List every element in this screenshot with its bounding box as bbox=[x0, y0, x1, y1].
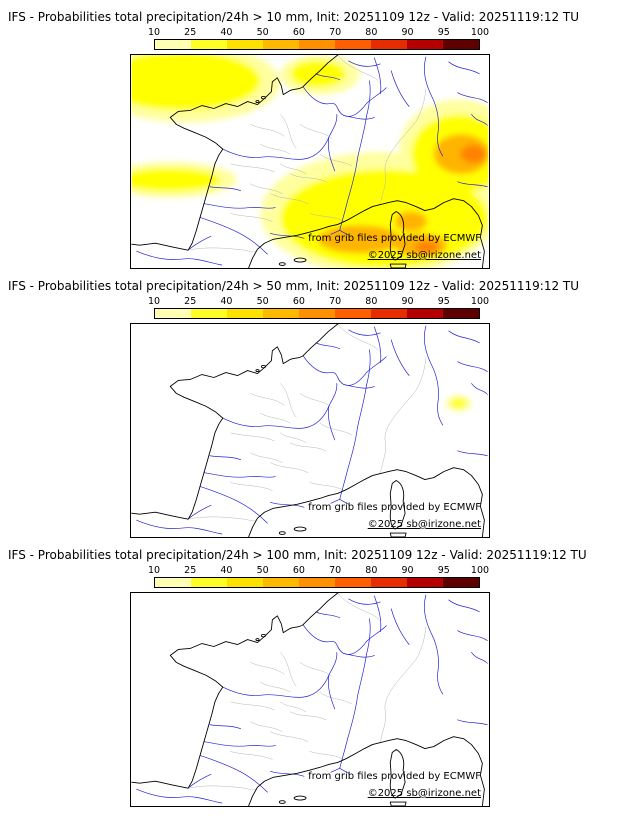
colorbar-segment bbox=[227, 578, 263, 587]
map-frame: from grib files provided by ECMWF ©2025 … bbox=[130, 323, 490, 538]
colorbar-segment bbox=[191, 40, 227, 49]
colorbar-segment bbox=[443, 309, 479, 318]
tick-label: 40 bbox=[220, 27, 233, 38]
colorbar-segment bbox=[191, 578, 227, 587]
tick-label: 40 bbox=[220, 565, 233, 576]
colorbar-segment bbox=[371, 40, 407, 49]
colorbar-segment bbox=[155, 40, 191, 49]
colorbar-segment bbox=[335, 40, 371, 49]
map-frame: from grib files provided by ECMWF ©2025 … bbox=[130, 592, 490, 807]
tick-label: 70 bbox=[329, 565, 342, 576]
copyright-credit[interactable]: ©2025 sb@irizone.net bbox=[367, 788, 481, 799]
ecmwf-credit: from grib files provided by ECMWF bbox=[308, 771, 481, 782]
colorbar-tick-labels: 10 25 40 50 60 70 80 90 95 100 bbox=[148, 565, 489, 577]
colorbar-segment bbox=[335, 578, 371, 587]
map-title: IFS - Probabilities total precipitation/… bbox=[8, 279, 580, 293]
forecast-panel-50mm: IFS - Probabilities total precipitation/… bbox=[0, 269, 630, 538]
map-title: IFS - Probabilities total precipitation/… bbox=[8, 10, 580, 24]
tick-label: 50 bbox=[256, 27, 269, 38]
tick-label: 90 bbox=[401, 27, 414, 38]
colorbar-segment bbox=[407, 578, 443, 587]
colorbar-segment bbox=[407, 40, 443, 49]
tick-label: 25 bbox=[184, 27, 197, 38]
colorbar-segment bbox=[443, 40, 479, 49]
colorbar-segment bbox=[227, 40, 263, 49]
tick-label: 80 bbox=[365, 565, 378, 576]
map-frame: from grib files provided by ECMWF ©2025 … bbox=[130, 54, 490, 269]
colorbar-segment bbox=[371, 578, 407, 587]
tick-label: 90 bbox=[401, 296, 414, 307]
colorbar-segment bbox=[263, 578, 299, 587]
ecmwf-credit: from grib files provided by ECMWF bbox=[308, 502, 481, 513]
copyright-credit[interactable]: ©2025 sb@irizone.net bbox=[367, 519, 481, 530]
tick-label: 60 bbox=[292, 296, 305, 307]
colorbar-segment bbox=[155, 578, 191, 587]
probability-colorbar: 10 25 40 50 60 70 80 90 95 100 bbox=[148, 296, 489, 319]
tick-label: 70 bbox=[329, 296, 342, 307]
tick-label: 50 bbox=[256, 296, 269, 307]
tick-label: 100 bbox=[470, 565, 490, 576]
tick-label: 40 bbox=[220, 296, 233, 307]
colorbar-segment bbox=[263, 40, 299, 49]
tick-label: 70 bbox=[329, 27, 342, 38]
colorbar-segment bbox=[443, 578, 479, 587]
tick-label: 95 bbox=[437, 565, 450, 576]
colorbar-segment bbox=[155, 309, 191, 318]
tick-label: 25 bbox=[184, 565, 197, 576]
tick-label: 25 bbox=[184, 296, 197, 307]
tick-label: 10 bbox=[147, 296, 161, 307]
colorbar-segment bbox=[299, 578, 335, 587]
colorbar-tick-labels: 10 25 40 50 60 70 80 90 95 100 bbox=[148, 296, 489, 308]
copyright-credit[interactable]: ©2025 sb@irizone.net bbox=[367, 250, 481, 261]
ecmwf-credit: from grib files provided by ECMWF bbox=[308, 233, 481, 244]
tick-label: 50 bbox=[256, 565, 269, 576]
forecast-panel-10mm: IFS - Probabilities total precipitation/… bbox=[0, 0, 630, 269]
colorbar-segment bbox=[263, 309, 299, 318]
tick-label: 95 bbox=[437, 296, 450, 307]
tick-label: 100 bbox=[470, 296, 490, 307]
colorbar bbox=[154, 577, 480, 588]
tick-label: 10 bbox=[147, 565, 161, 576]
colorbar-segment bbox=[407, 309, 443, 318]
tick-label: 60 bbox=[292, 27, 305, 38]
colorbar-segment bbox=[371, 309, 407, 318]
tick-label: 95 bbox=[437, 27, 450, 38]
tick-label: 100 bbox=[470, 27, 490, 38]
colorbar bbox=[154, 308, 480, 319]
colorbar-segment bbox=[335, 309, 371, 318]
colorbar-segment bbox=[299, 40, 335, 49]
tick-label: 10 bbox=[147, 27, 161, 38]
probability-colorbar: 10 25 40 50 60 70 80 90 95 100 bbox=[148, 27, 489, 50]
forecast-panel-100mm: IFS - Probabilities total precipitation/… bbox=[0, 538, 630, 807]
tick-label: 80 bbox=[365, 296, 378, 307]
colorbar-tick-labels: 10 25 40 50 60 70 80 90 95 100 bbox=[148, 27, 489, 39]
tick-label: 80 bbox=[365, 27, 378, 38]
colorbar bbox=[154, 39, 480, 50]
tick-label: 60 bbox=[292, 565, 305, 576]
tick-label: 90 bbox=[401, 565, 414, 576]
probability-colorbar: 10 25 40 50 60 70 80 90 95 100 bbox=[148, 565, 489, 588]
map-title: IFS - Probabilities total precipitation/… bbox=[8, 548, 587, 562]
colorbar-segment bbox=[191, 309, 227, 318]
colorbar-segment bbox=[299, 309, 335, 318]
colorbar-segment bbox=[227, 309, 263, 318]
